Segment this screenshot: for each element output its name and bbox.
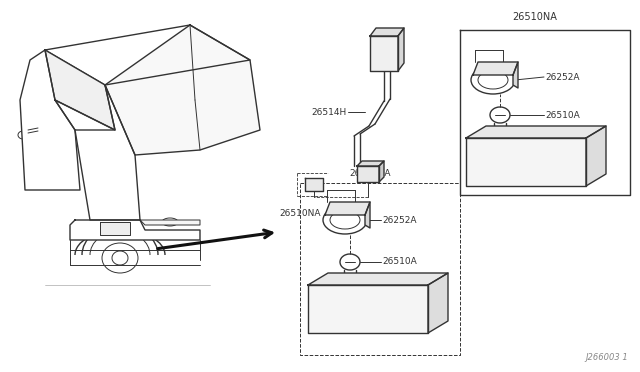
Text: 26510A: 26510A xyxy=(545,110,580,119)
Polygon shape xyxy=(325,202,370,215)
Polygon shape xyxy=(466,126,606,138)
Polygon shape xyxy=(357,161,384,166)
Text: 26252A: 26252A xyxy=(545,73,579,81)
Text: 26510NA: 26510NA xyxy=(349,169,391,178)
Polygon shape xyxy=(466,138,586,186)
Polygon shape xyxy=(70,220,200,240)
Text: 26252A: 26252A xyxy=(382,215,417,224)
Polygon shape xyxy=(513,62,518,88)
Polygon shape xyxy=(20,50,80,190)
Polygon shape xyxy=(365,202,370,228)
Polygon shape xyxy=(357,166,379,182)
Polygon shape xyxy=(428,273,448,333)
Polygon shape xyxy=(55,100,135,155)
Polygon shape xyxy=(379,161,384,182)
Text: 26510A: 26510A xyxy=(382,257,417,266)
Polygon shape xyxy=(586,126,606,186)
Polygon shape xyxy=(308,273,448,285)
Polygon shape xyxy=(305,178,323,191)
Polygon shape xyxy=(140,220,200,225)
Polygon shape xyxy=(370,28,404,36)
Polygon shape xyxy=(398,28,404,71)
Polygon shape xyxy=(45,25,250,85)
Text: J266003 1: J266003 1 xyxy=(585,353,628,362)
Polygon shape xyxy=(308,285,428,333)
Polygon shape xyxy=(105,25,260,155)
Polygon shape xyxy=(370,36,398,71)
Text: 26514H: 26514H xyxy=(312,108,347,116)
Polygon shape xyxy=(473,62,518,75)
Text: 26510NA: 26510NA xyxy=(279,209,321,218)
Polygon shape xyxy=(100,222,130,235)
Text: 26510NA: 26510NA xyxy=(513,12,557,22)
Polygon shape xyxy=(45,50,115,130)
Polygon shape xyxy=(75,85,140,220)
